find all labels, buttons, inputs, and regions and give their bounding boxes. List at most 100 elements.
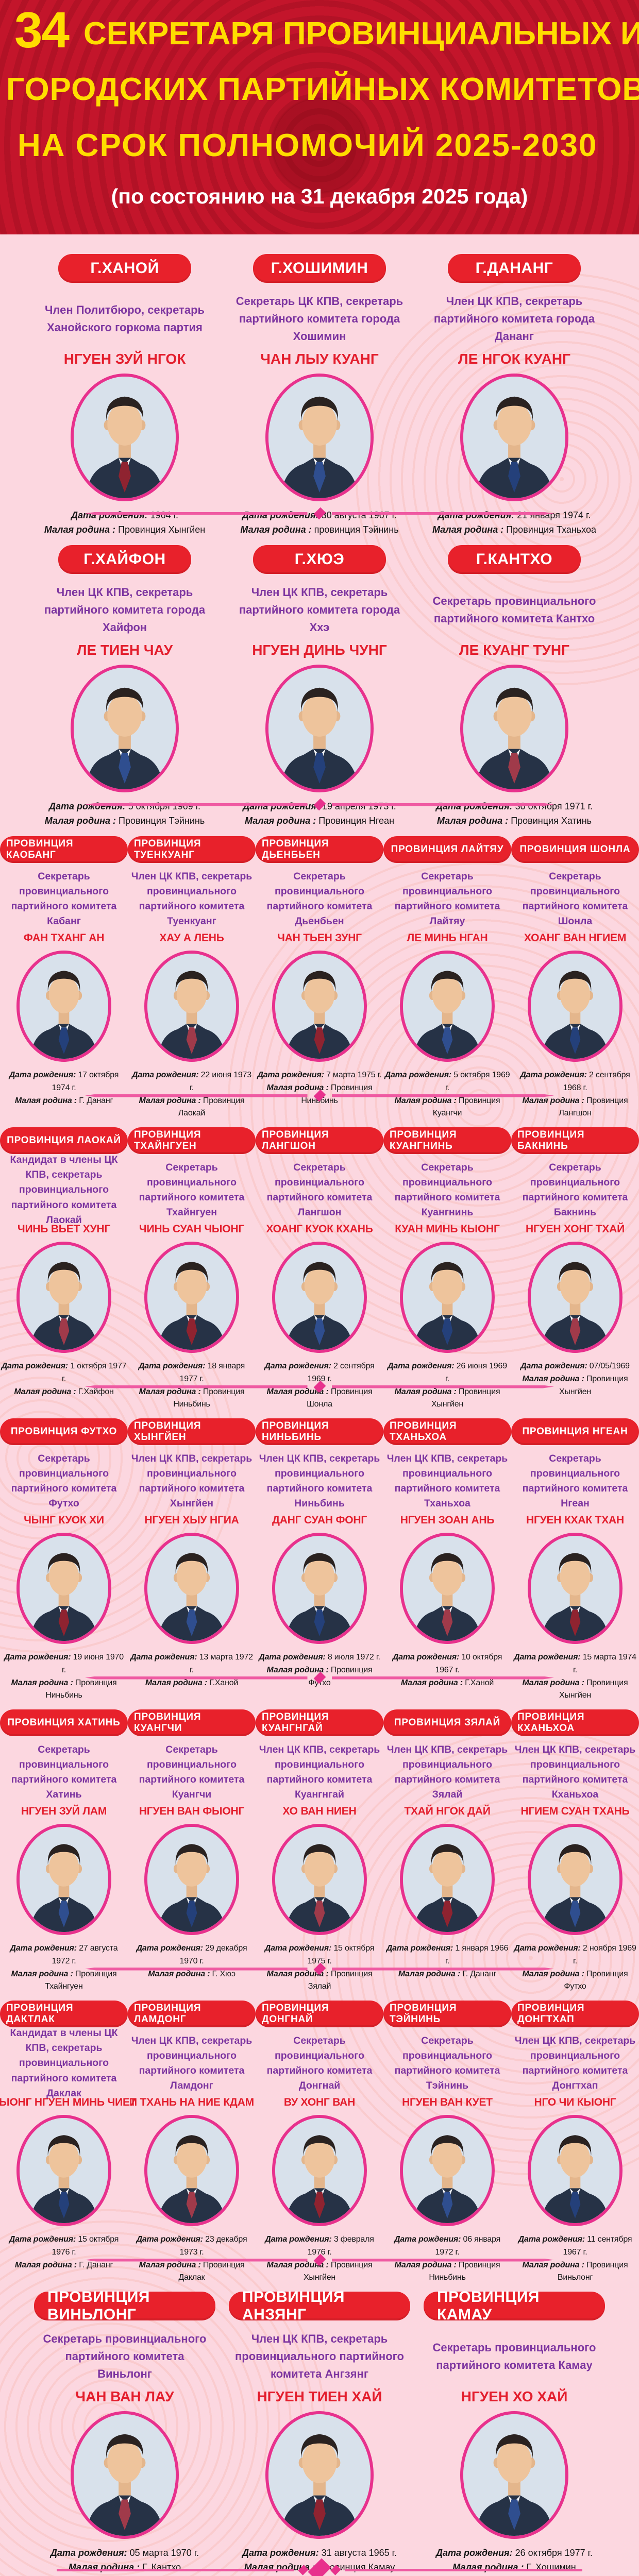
home-line: Малая родина : Провинция Нгеан: [237, 814, 402, 828]
region-label: ПРОВИНЦИЯ ЛАОКАЙ: [7, 1135, 121, 1146]
birth-date-label: Дата рождения:: [9, 1071, 76, 1079]
region-label: ПРОВИНЦИЯ ДОНГТХАП: [517, 2003, 585, 2025]
person-photo: [528, 1824, 623, 1935]
birth-date-line: Дата рождения: 19 июня 1970 г.: [1, 1651, 127, 1677]
region-label: ПРОВИНЦИЯ ВИНЬЛОНГ: [47, 2289, 150, 2323]
region-ribbon: ПРОВИНЦИЯ ЗЯЛАЙ: [383, 1709, 511, 1736]
portrait-placeholder-icon: [403, 954, 492, 1059]
birth-date-label: Дата рождения:: [257, 1071, 324, 1079]
birth-date-label: Дата рождения:: [259, 1653, 326, 1662]
birth-date-value: 15 октября 1975 г.: [307, 1944, 375, 1965]
birth-date-label: Дата рождения:: [386, 1944, 453, 1953]
birth-date-line: Дата рождения: 1 января 1966 г.: [384, 1942, 510, 1968]
person-name: ВУ ХОНГ ВАН: [283, 2096, 356, 2108]
separator-line: [331, 803, 554, 806]
home-line: Малая родина : Провинция Хынгйен: [512, 1677, 638, 1703]
birth-date-value: 31 августа 1965 г.: [321, 2548, 397, 2558]
home-label: Малая родина :: [522, 1374, 584, 1383]
person-photo: [460, 665, 568, 792]
card-row-6: ПРОВИНЦИЯ ХАТИНЬ Секретарь провинциально…: [0, 1690, 639, 1991]
home-label: Малая родина :: [266, 1083, 329, 1092]
portrait-placeholder-icon: [20, 2118, 108, 2223]
cards-area: Г.ХАНОЙ Член Политбюро, секретарь Ханойс…: [0, 234, 639, 2572]
person-card: ПРОВИНЦИЯ ЛАМДОНГ Член ЦК КПВ, секретарь…: [128, 2001, 256, 2284]
home-label: Малая родина :: [394, 1096, 457, 1105]
home-line: Малая родина : Г. Дананг: [1, 2259, 127, 2272]
portrait-placeholder-icon: [403, 1827, 492, 1932]
region-label: ПРОВИНЦИЯ НГЕАН: [522, 1426, 628, 1437]
birth-date-line: Дата рождения: 23 декабря 1973 г.: [129, 2233, 255, 2259]
person-card: Г.ХАЙФОН Член ЦК КПВ, секретарь партийно…: [34, 545, 215, 828]
portrait-placeholder-icon: [147, 2118, 236, 2223]
portrait-placeholder-icon: [147, 954, 236, 1059]
birth-date-label: Дата рождения:: [394, 2235, 461, 2244]
home-value: провинция Тэйнинь: [314, 524, 399, 535]
birth-date-line: Дата рождения: 2 ноября 1969 г.: [512, 1942, 638, 1968]
card-row-5: ПРОВИНЦИЯ ФУТХО Секретарь провинциальног…: [0, 1399, 639, 1700]
home-label: Малая родина :: [145, 1678, 207, 1687]
birth-date-value: 06 января 1972 г.: [435, 2235, 501, 2257]
region-ribbon: ПРОВИНЦИЯ КУАНГНГАЙ: [256, 1709, 383, 1736]
home-value: Г. Дананг: [79, 1096, 113, 1105]
person-position-title: Секретарь провинциального партийного ком…: [394, 1161, 500, 1218]
person-card: ПРОВИНЦИЯ ЛАОКАЙ Кандидат в члены ЦК КПВ…: [0, 1127, 128, 1398]
birth-date-label: Дата рождения:: [1, 1362, 69, 1370]
person-details: Дата рождения: 2 сентября 1969 г. Малая …: [257, 1360, 382, 1411]
portrait-placeholder-icon: [275, 1245, 364, 1350]
person-position-title: Член ЦК КПВ, секретарь провинциального п…: [131, 870, 253, 927]
birth-date-label: Дата рождения:: [138, 1362, 206, 1370]
home-value: Г. Хюэ: [212, 1969, 236, 1978]
person-name: ФАН ТХАНГ АН: [23, 932, 105, 944]
person-details: Дата рождения: 27 августа 1972 г. Малая …: [1, 1942, 127, 1993]
home-label: Малая родина :: [139, 2260, 201, 2269]
region-label: ПРОВИНЦИЯ ДЬЕНБЬЕН: [262, 838, 329, 860]
home-value: Г.Ханой: [209, 1678, 239, 1687]
person-position-title: Член ЦК КПВ, секретарь провинциального п…: [131, 1452, 253, 1510]
person-photo: [400, 2115, 495, 2226]
birth-date-label: Дата рождения:: [392, 1653, 460, 1662]
headline-subtitle: (по состоянию на 31 декабря 2025 года): [111, 184, 528, 208]
portrait-placeholder-icon: [275, 1536, 364, 1641]
region-label: ПРОВИНЦИЯ ШОНЛА: [519, 844, 631, 855]
home-value: Провинция Даклак: [178, 2260, 245, 2282]
home-value: Провинция Хатинь: [511, 815, 592, 826]
home-value: Провинция Хынгйен: [118, 524, 206, 535]
person-name: ДАНГ СУАН ФОНГ: [272, 1514, 367, 1526]
region-ribbon: Г.ДАНАНГ: [448, 254, 581, 283]
person-card: Г.КАНТХО Секретарь провинциального парти…: [424, 545, 605, 828]
portrait-placeholder-icon: [74, 377, 176, 498]
birth-date-value: 07/05/1969: [589, 1362, 630, 1370]
birth-date-value: 11 сентября 1967 г.: [563, 2235, 632, 2257]
separator-line: [331, 512, 554, 515]
portrait-placeholder-icon: [403, 2118, 492, 2223]
home-label: Малая родина :: [139, 1387, 201, 1396]
birth-date-label: Дата рождения:: [10, 1944, 77, 1953]
region-ribbon: Г.ХОШИМИН: [253, 254, 386, 283]
home-line: Малая родина : Провинция Ниньбинь: [129, 1386, 255, 1412]
person-name: ЛЫОНГ НГУЕН МИНЬ ЧИЕТ: [0, 2096, 137, 2108]
person-photo: [71, 665, 179, 792]
person-card: ПРОВИНЦИЯ ТЭЙНИНЬ Секретарь провинциальн…: [383, 2001, 511, 2284]
birth-date-line: Дата рождения: 26 октября 1977 г.: [432, 2546, 597, 2561]
portrait-placeholder-icon: [403, 1245, 492, 1350]
person-details: Дата рождения: 2 сентября 1968 г. Малая …: [512, 1069, 638, 1120]
birth-date-value: 27 августа 1972 г.: [52, 1944, 118, 1965]
footer-divider: [57, 2558, 582, 2576]
portrait-placeholder-icon: [531, 954, 619, 1059]
region-label: Г.ХОШИМИН: [271, 260, 368, 277]
home-value: Провинция Хынгйен: [303, 2260, 373, 2282]
birth-date-label: Дата рождения:: [520, 1071, 587, 1079]
birth-date-label: Дата рождения:: [265, 2235, 332, 2244]
person-name: НГУЕН ХЫУ НГИА: [144, 1514, 239, 1526]
person-photo: [71, 374, 179, 501]
row-separator: [85, 2253, 554, 2266]
birth-date-value: 10 октября 1967 г.: [435, 1653, 502, 1674]
headline-number: 34: [14, 2, 70, 58]
person-details: Дата рождения: 15 октября 1975 г. Малая …: [257, 1942, 382, 1993]
person-card: ПРОВИНЦИЯ ШОНЛА Секретарь провинциальног…: [511, 836, 639, 1120]
person-name: КУАН МИНЬ КЫОНГ: [395, 1223, 500, 1235]
person-photo: [400, 951, 495, 1062]
region-label: ПРОВИНЦИЯ АНЗЯНГ: [242, 2289, 345, 2323]
person-card: ПРОВИНЦИЯ КУАНГЧИ Секретарь провинциальн…: [128, 1709, 256, 1980]
person-photo: [272, 1242, 367, 1353]
